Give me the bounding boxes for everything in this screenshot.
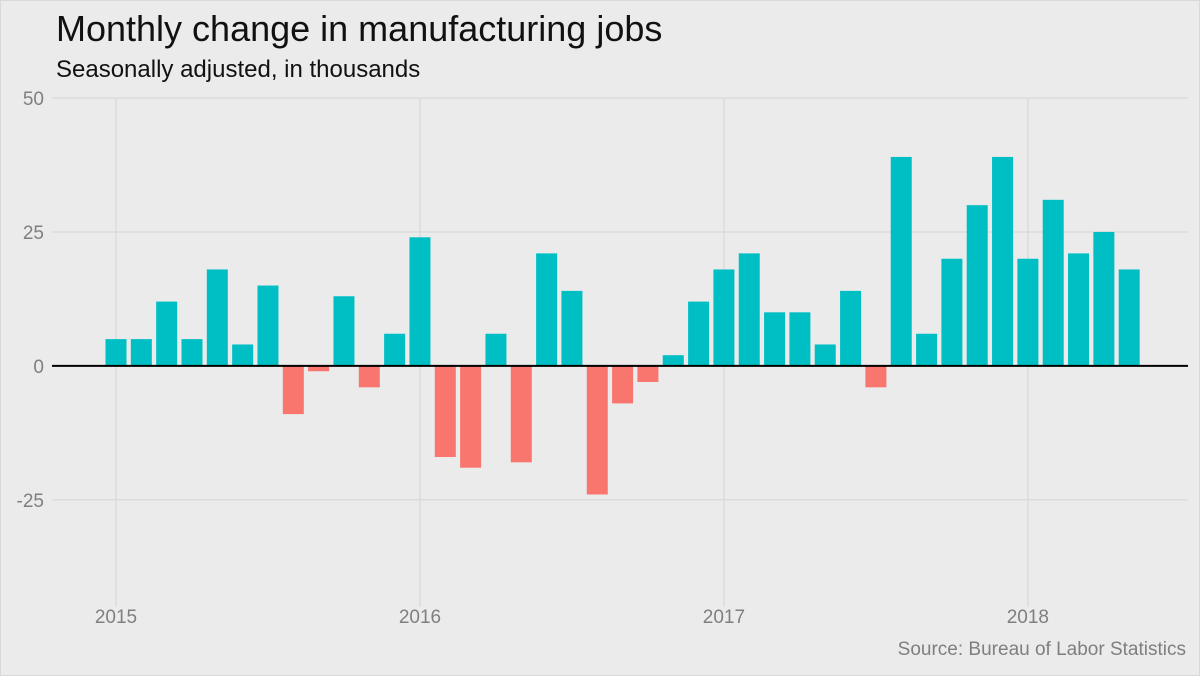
bar-negative (358, 365, 380, 388)
bar-negative (586, 365, 608, 495)
bar-negative (308, 365, 330, 372)
bar-positive (1017, 258, 1039, 366)
x-tick-label: 2017 (703, 607, 745, 628)
chart-title: Monthly change in manufacturing jobs (56, 8, 663, 49)
y-tick-label: 0 (33, 357, 44, 378)
bar-positive (840, 290, 862, 366)
bar-negative (637, 365, 659, 382)
bar-positive (941, 258, 963, 366)
bar-positive (966, 205, 988, 366)
y-tick-label: -25 (17, 491, 44, 512)
bar-positive (738, 253, 760, 366)
bar-positive (890, 156, 912, 366)
bar-positive (257, 285, 279, 366)
bar-positive (992, 156, 1014, 366)
bar-positive (916, 333, 938, 366)
bar-positive (333, 296, 355, 366)
bar-negative (865, 365, 887, 388)
x-tick-label: 2016 (399, 607, 441, 628)
bar-positive (536, 253, 558, 366)
bar-negative (510, 365, 532, 463)
source-note: Source: Bureau of Labor Statistics (897, 639, 1186, 660)
y-tick-label: 50 (23, 89, 44, 110)
bar-positive (485, 333, 507, 366)
bar-positive (232, 344, 254, 366)
bar-positive (206, 269, 228, 366)
bar-positive (1042, 199, 1064, 366)
chart-subtitle: Seasonally adjusted, in thousands (56, 56, 421, 83)
y-tick-label: 25 (23, 223, 44, 244)
bar-positive (130, 339, 152, 366)
bar-positive (1068, 253, 1090, 366)
bar-positive (561, 290, 583, 366)
bar-positive (105, 339, 127, 366)
bar-positive (688, 301, 710, 366)
bar-positive (814, 344, 836, 366)
bar-positive (789, 312, 811, 366)
bar-positive (662, 355, 684, 366)
bar-negative (612, 365, 634, 404)
bar-positive (1118, 269, 1140, 366)
bar-positive (409, 237, 431, 366)
bar-positive (1093, 231, 1115, 366)
bar-positive (713, 269, 735, 366)
bar-positive (156, 301, 178, 366)
bar-negative (460, 365, 482, 468)
bar-positive (764, 312, 786, 366)
bar-positive (384, 333, 406, 366)
x-tick-label: 2015 (95, 607, 137, 628)
bar-positive (181, 339, 203, 366)
bar-negative (282, 365, 304, 415)
x-tick-label: 2018 (1007, 607, 1049, 628)
bar-negative (434, 365, 456, 457)
